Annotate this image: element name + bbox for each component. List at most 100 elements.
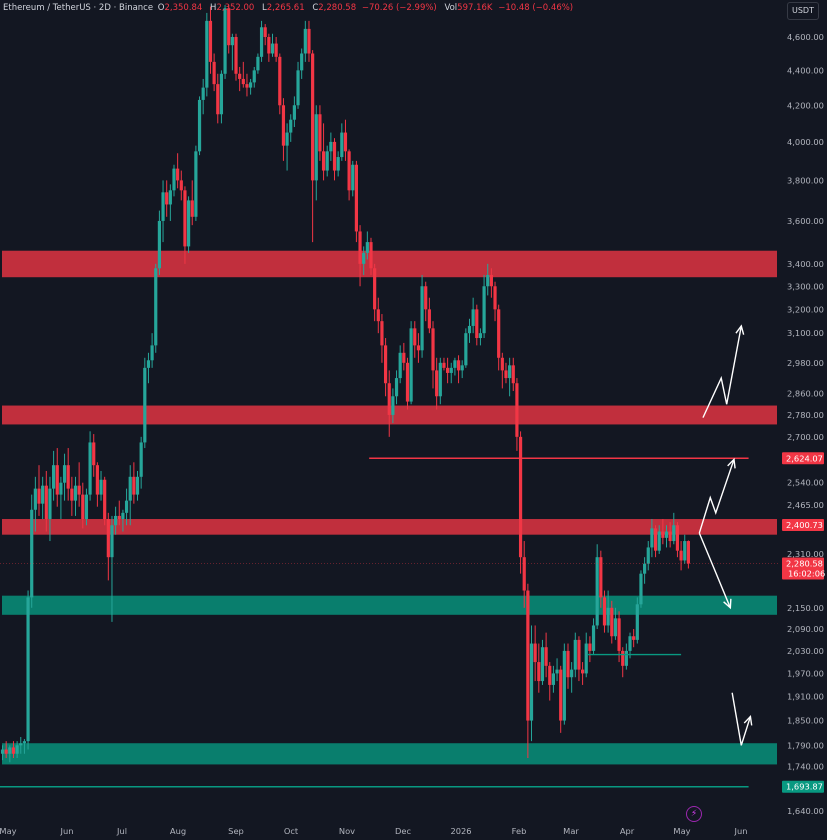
candle [504,362,508,384]
candle-body [329,141,333,152]
candle-body [139,442,143,477]
price-tick-label: 3,200.00 [787,304,824,314]
candle-body [482,286,486,334]
candle-body [511,365,515,384]
candle [263,24,267,46]
candle-body [106,519,110,558]
candle-body [124,500,129,513]
candle-body [551,673,556,685]
candle-body [223,8,227,74]
resistance-zone [2,519,777,535]
candle [606,590,610,633]
price-tick-label: 1,850.00 [787,716,824,726]
candle-body [22,741,27,744]
candle [354,160,359,243]
currency-button[interactable]: USDT [787,2,819,20]
candle-body [672,525,676,542]
candle-body [402,352,406,363]
candle-body [475,309,479,339]
candle-body [533,643,537,663]
candle [591,618,596,655]
price-tick-label: 2,780.00 [787,410,824,420]
candle [154,263,158,353]
candle [110,515,114,622]
symbol-title[interactable]: Ethereum / TetherUS · 2D · Binance [3,3,154,13]
candle [11,741,16,759]
candle [84,488,89,526]
price-badge-value: 1,693.87 [786,782,823,792]
candle-body [325,151,329,171]
candle-body [657,531,661,551]
candle-body [292,105,296,120]
candle-body [449,367,453,373]
candle-body [183,190,187,247]
candle [369,237,373,275]
candle [420,274,424,358]
candle [351,160,355,197]
candle [186,196,191,253]
candle-body [205,20,209,88]
candle-body [135,476,140,495]
time-tick-label: Jul [116,826,127,836]
candle [139,436,143,489]
candle [318,105,322,161]
close-label: C [312,3,319,13]
low-label: L [262,3,267,13]
candle-body [128,476,132,501]
candle-body [467,325,472,334]
candle [4,741,8,759]
candle-body [544,647,548,666]
candle [635,597,639,644]
candle-body [103,479,107,520]
candle [610,600,614,644]
candle [467,318,472,343]
candle [92,434,96,477]
candle [686,540,690,569]
time-tick-label: Jun [60,826,74,836]
candle [329,132,333,161]
candle [230,33,234,71]
candle [252,66,256,88]
candle-body [343,132,348,152]
candle [409,321,413,405]
candle-body [504,370,508,379]
candle [33,476,37,532]
lightning-icon[interactable]: ⚡ [686,806,702,822]
candle-body [559,669,563,721]
candle [617,611,621,663]
candle-body [442,362,446,368]
price-axis[interactable]: 4,600.00 4,400.00 4,200.00 4,000.00 3,800.00… [779,0,827,840]
candle-body [493,286,497,310]
candle [332,138,337,181]
time-tick-label: Jun [734,826,748,836]
candle-body [650,528,654,548]
candle [643,557,647,584]
candle-body [48,488,52,520]
candle [128,465,132,526]
candle [373,263,377,322]
candle-body [683,541,687,561]
time-tick-label: May [673,826,690,836]
candle [267,33,271,62]
candle [460,360,464,379]
candle-body [555,669,559,674]
candle-body [165,192,169,205]
candle-body [212,61,216,85]
high-label: H [210,3,217,13]
projection-arrowhead [743,714,753,726]
candle [223,5,227,79]
volume-label: Vol [444,3,458,13]
candle [570,662,574,693]
candle-body [456,360,461,371]
candle-body [157,220,161,269]
candle-body [259,27,264,57]
time-axis[interactable]: May Jun Jul Aug Sep Oct Nov Dec 2026 Feb Mar Apr May… [0,826,747,836]
candle [497,304,501,371]
candle [270,33,275,57]
candle [48,476,52,542]
resistance-zone [2,250,777,278]
candle [165,180,169,217]
candle [99,470,103,501]
candle [172,164,176,197]
